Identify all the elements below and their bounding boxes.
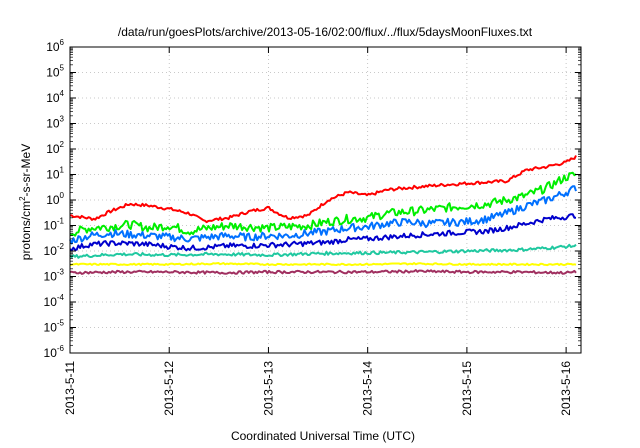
- y-tick-base: 10: [44, 270, 58, 284]
- y-tick-exp: -5: [57, 319, 65, 328]
- y-tick-exp: 4: [60, 89, 65, 98]
- y-tick-base: 10: [46, 168, 60, 182]
- y-axis-label-sup: 2: [18, 196, 27, 201]
- y-tick-label: 106: [46, 38, 64, 54]
- y-tick-base: 10: [44, 219, 58, 233]
- y-tick-base: 10: [44, 244, 58, 258]
- x-tick-label: 2013-5-12: [162, 361, 176, 416]
- y-tick-exp: -6: [57, 344, 65, 353]
- series-line: [69, 171, 577, 237]
- y-tick-base: 10: [44, 295, 58, 309]
- y-axis-label-rest: -s-sr-MeV: [19, 144, 33, 197]
- series-line: [69, 262, 577, 267]
- series-line: [69, 243, 577, 259]
- y-tick-labels: 10-610-510-410-310-210-11001011021031041…: [44, 38, 65, 360]
- y-tick-label: 103: [46, 115, 64, 131]
- chart-title: /data/run/goesPlots/archive/2013-05-16/0…: [118, 25, 533, 39]
- y-tick-exp: 1: [60, 166, 65, 175]
- y-tick-exp: 6: [60, 38, 65, 47]
- x-tick-label: 2013-5-11: [63, 361, 77, 415]
- series-line: [70, 155, 577, 224]
- x-tick-label: 2013-5-13: [261, 361, 275, 416]
- y-tick-exp: 0: [60, 191, 65, 200]
- y-tick-exp: -3: [57, 268, 65, 277]
- y-tick-label: 102: [46, 140, 64, 156]
- y-tick-label: 10-2: [44, 242, 65, 258]
- y-tick-base: 10: [46, 117, 60, 131]
- series-line: [69, 185, 577, 245]
- y-tick-exp: -4: [57, 293, 65, 302]
- y-tick-label: 10-1: [44, 217, 65, 233]
- y-tick-exp: -1: [57, 217, 65, 226]
- y-tick-label: 10-3: [44, 268, 65, 284]
- grid-lines: [70, 47, 581, 353]
- y-tick-exp: 2: [60, 140, 65, 149]
- x-tick-label: 2013-5-15: [460, 361, 474, 416]
- y-tick-exp: 3: [60, 115, 65, 124]
- plot-frame: [69, 46, 582, 354]
- axes: [69, 46, 582, 354]
- y-tick-base: 10: [44, 346, 58, 360]
- y-tick-base: 10: [46, 193, 60, 207]
- series-line: [69, 269, 577, 275]
- y-tick-base: 10: [46, 91, 60, 105]
- y-axis-label: protons/cm2-s-sr-MeV: [18, 144, 33, 260]
- y-tick-base: 10: [44, 321, 58, 335]
- x-tick-labels: 2013-5-11 2013-5-12 2013-5-13 2013-5-14 2013…: [63, 361, 573, 416]
- x-tick-label: 2013-5-16: [559, 361, 573, 416]
- y-tick-label: 10-5: [44, 319, 65, 335]
- y-tick-label: 105: [46, 64, 64, 80]
- y-tick-base: 10: [46, 142, 60, 156]
- x-tick-label: 2013-5-14: [361, 361, 375, 416]
- y-tick-exp: -2: [57, 242, 65, 251]
- y-axis-label-base: protons/cm: [19, 201, 33, 260]
- y-tick-label: 100: [46, 191, 64, 207]
- y-tick-label: 101: [46, 166, 64, 182]
- y-tick-label: 10-4: [44, 293, 65, 309]
- y-tick-label: 104: [46, 89, 64, 105]
- data-series: [69, 155, 577, 275]
- y-tick-base: 10: [46, 66, 60, 80]
- y-tick-label: 10-6: [44, 344, 65, 360]
- series-line: [69, 213, 577, 252]
- x-axis-label: Coordinated Universal Time (UTC): [231, 429, 415, 443]
- y-tick-exp: 5: [60, 64, 65, 73]
- y-tick-base: 10: [46, 40, 60, 54]
